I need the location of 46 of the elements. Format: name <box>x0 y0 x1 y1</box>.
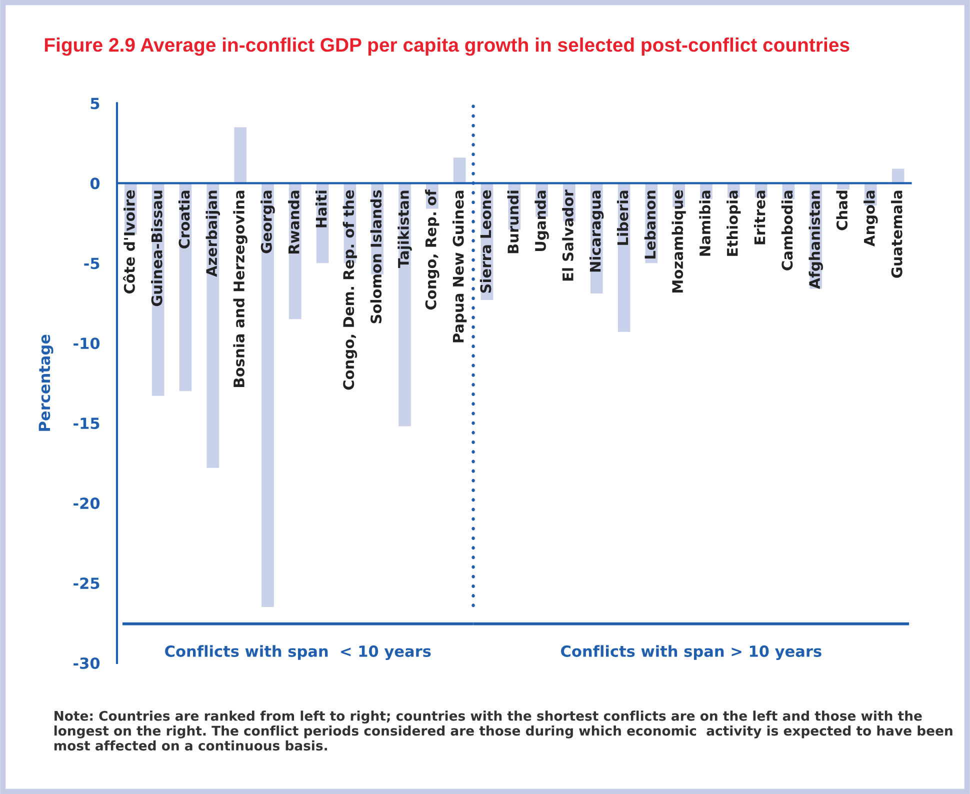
x-tick-label: Angola <box>864 190 878 246</box>
annotation: Conflicts with span < 10 years <box>165 645 431 660</box>
x-tick-label: Guinea-Bissau <box>151 190 162 306</box>
y-tick-label: 5 <box>90 98 100 110</box>
x-tick-label: Lebanon <box>644 190 656 258</box>
y-tick-label: -25 <box>74 577 100 590</box>
y-tick-label: -10 <box>74 338 100 350</box>
x-tick-label: Croatia <box>178 190 190 248</box>
x-tick-label: Guatemala <box>891 190 902 278</box>
x-tick-label: Eritrea <box>754 190 766 244</box>
x-tick-label: Congo, Dem. Rep. of the <box>342 190 358 390</box>
x-tick-label: Sierra Leone <box>480 190 492 293</box>
annotation: Conflicts with span > 10 years <box>561 645 822 660</box>
x-tick-label: Bosnia and Herzegovina <box>233 190 248 387</box>
x-tick-label: Liberia <box>616 190 628 245</box>
x-tick-label: El Salvador <box>562 190 574 281</box>
bar <box>234 127 246 184</box>
x-tick-label: Ethiopia <box>726 190 741 256</box>
y-tick-label: -20 <box>74 498 100 510</box>
x-tick-label: Chad <box>836 190 848 230</box>
x-tick-label: Congo, Rep. of <box>425 189 440 310</box>
bar <box>453 158 466 184</box>
x-tick-label: Haiti <box>315 190 327 228</box>
bar <box>892 168 904 184</box>
x-tick-label: Burundi <box>507 190 519 254</box>
y-axis-title: Percentage <box>38 334 54 431</box>
x-tick-label: Azerbaijan <box>206 190 220 277</box>
y-tick-label: -5 <box>84 258 100 270</box>
x-tick-label: Georgia <box>260 190 275 254</box>
x-tick-label: Namibia <box>699 190 710 256</box>
x-tick-label: Papua New Guinea <box>452 190 467 342</box>
x-tick-label: Mozambique <box>672 190 686 292</box>
x-tick-label: Rwanda <box>288 190 300 254</box>
x-tick-label: Tajikistan <box>398 190 412 268</box>
y-tick-label: -15 <box>74 418 100 430</box>
bar <box>262 183 274 608</box>
y-tick-label: -30 <box>74 657 100 670</box>
y-tick-label: 0 <box>90 178 100 190</box>
x-tick-label: Uganda <box>534 190 549 252</box>
x-tick-label: Cambodia <box>781 190 793 270</box>
chart-title: Figure 2.9 Average in-conflict GDP per capita growth in selected post-conflict countries <box>44 38 850 56</box>
text: Note: Countries are ranked from left to right; countries with the shortest conflicts are on the left and those with the longest on the right. The conflict periods considered are those during which economic activity is expected to have been most affected on a continuous basis. <box>54 710 952 751</box>
x-tick-label: Solomon Islands <box>370 190 382 324</box>
x-tick-label: Afghanistan <box>808 190 823 290</box>
x-tick-label: Côte d'Ivoire <box>123 190 135 294</box>
x-tick-label: Nicaragua <box>590 190 604 272</box>
